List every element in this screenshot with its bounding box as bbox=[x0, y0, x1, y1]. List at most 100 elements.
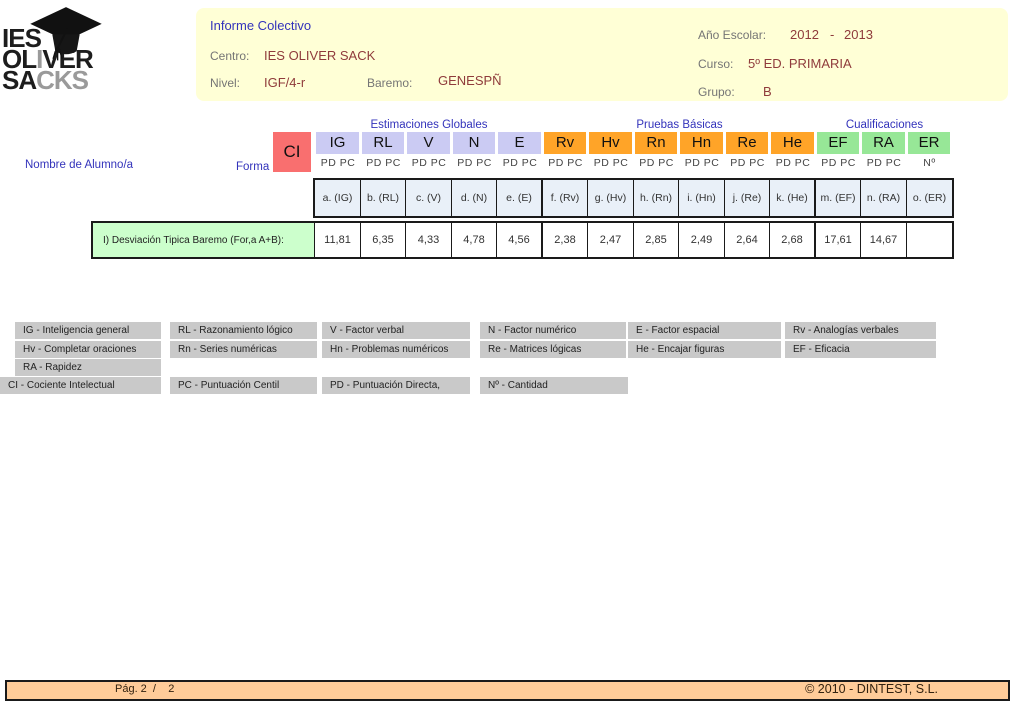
legend-item: RA - Rapidez bbox=[15, 359, 161, 376]
centro-label: Centro: bbox=[210, 49, 250, 63]
group-label-estimaciones: Estimaciones Globales bbox=[370, 119, 488, 131]
report-title: Informe Colectivo bbox=[210, 18, 312, 33]
subheader-cell: h. (Rn) bbox=[634, 180, 679, 216]
legend-item: Rv - Analogías verbales bbox=[785, 322, 936, 339]
legend-item: EF - Eficacia bbox=[785, 341, 936, 358]
school-logo-text: IES OLIVER SACKS bbox=[2, 25, 94, 95]
score-type-label: PD PC bbox=[730, 157, 765, 169]
curso-label: Curso: bbox=[698, 57, 734, 71]
legend-item: RL - Razonamiento lógico bbox=[170, 322, 317, 339]
value-cell-v: 4,33 bbox=[406, 223, 452, 257]
score-type-label: PD PC bbox=[457, 157, 492, 169]
column-header-rl: RL bbox=[362, 132, 404, 154]
subheader-cell: a. (IG) bbox=[315, 180, 361, 216]
score-type-label: PD PC bbox=[411, 157, 447, 169]
value-cell-rv: 2,38 bbox=[543, 223, 588, 257]
graduation-cap-icon bbox=[30, 7, 102, 61]
column-header-ig: IG bbox=[316, 132, 359, 154]
legend-item: IG - Inteligencia general bbox=[15, 322, 161, 339]
score-type-label: PD PC bbox=[639, 157, 674, 169]
legend-item: E - Factor espacial bbox=[628, 322, 781, 339]
legend-item: Hv - Completar oraciones bbox=[15, 341, 161, 358]
value-cell-re: 2,64 bbox=[725, 223, 770, 257]
subheader-cell: f. (Rv) bbox=[543, 180, 588, 216]
group-label-pruebas: Pruebas Básicas bbox=[636, 119, 723, 131]
value-cell-n: 4,78 bbox=[452, 223, 497, 257]
score-type-label: PD PC bbox=[775, 157, 811, 169]
nivel-label: Nivel: bbox=[210, 76, 241, 90]
subheader-cell: i. (Hn) bbox=[679, 180, 725, 216]
school-logo: IES OLIVER SACKS bbox=[2, 7, 122, 110]
score-type-label: Nº bbox=[923, 157, 936, 169]
grupo-label: Grupo: bbox=[698, 85, 735, 99]
column-header-hv: Hv bbox=[589, 132, 632, 154]
score-type-label: PD PC bbox=[548, 157, 583, 169]
subheader-cell: o. (ER) bbox=[907, 180, 952, 216]
footer-bar: Pág. 2 / 2 © 2010 - DINTEST, S.L. bbox=[5, 680, 1010, 701]
subheader-cell: e. (E) bbox=[497, 180, 543, 216]
column-header-rn: Rn bbox=[635, 132, 677, 154]
value-cell-hn: 2,49 bbox=[679, 223, 725, 257]
subheader-cell: j. (Re) bbox=[725, 180, 770, 216]
column-header-v: V bbox=[407, 132, 450, 154]
column-subheader-row: a. (IG) b. (RL) c. (V) d. (N) e. (E) f. (Rv) g… bbox=[313, 178, 954, 218]
curso-value: 5º ED. PRIMARIA bbox=[748, 56, 852, 71]
anio-escolar-label: Año Escolar: bbox=[698, 28, 767, 42]
legend-item: Rn - Series numéricas bbox=[170, 341, 317, 358]
legend-item: Hn - Problemas numéricos bbox=[322, 341, 470, 358]
score-type-label: PD PC bbox=[684, 157, 720, 169]
anio-from-value: 2012 bbox=[790, 27, 819, 42]
legend-item: N - Factor numérico bbox=[480, 322, 626, 339]
row-label-desviacion: I) Desviación Tipica Baremo (For,a A+B): bbox=[93, 223, 315, 257]
logo-line-3: SACKS bbox=[2, 65, 89, 95]
value-cell-rn: 2,85 bbox=[634, 223, 679, 257]
subheader-cell: d. (N) bbox=[452, 180, 497, 216]
student-name-column-header: Nombre de Alumno/a bbox=[25, 159, 134, 171]
score-type-label: PD PC bbox=[866, 157, 902, 169]
subheader-cell: k. (He) bbox=[770, 180, 816, 216]
forma-column-header: Forma bbox=[236, 161, 270, 173]
value-cell-hv: 2,47 bbox=[588, 223, 634, 257]
column-header-er: ER bbox=[908, 132, 950, 154]
value-cell-e: 4,56 bbox=[497, 223, 543, 257]
value-cell-er bbox=[907, 223, 952, 257]
score-type-label: PD PC bbox=[502, 157, 538, 169]
column-header-e: E bbox=[498, 132, 541, 154]
subheader-cell: m. (EF) bbox=[816, 180, 861, 216]
value-cell-he: 2,68 bbox=[770, 223, 816, 257]
value-cell-rl: 6,35 bbox=[361, 223, 406, 257]
column-header-rv: Rv bbox=[544, 132, 586, 154]
legend-item: Re - Matrices lógicas bbox=[480, 341, 626, 358]
column-header-re: Re bbox=[726, 132, 768, 154]
legend-item: PC - Puntuación Centil bbox=[170, 377, 317, 394]
subheader-cell: c. (V) bbox=[406, 180, 452, 216]
column-header-n: N bbox=[453, 132, 495, 154]
subheader-cell: b. (RL) bbox=[361, 180, 406, 216]
score-type-label: PD PC bbox=[821, 157, 856, 169]
value-cell-ra: 14,67 bbox=[861, 223, 907, 257]
column-header-he: He bbox=[771, 132, 814, 154]
value-cell-ig: 11,81 bbox=[315, 223, 361, 257]
subheader-cell: g. (Hv) bbox=[588, 180, 634, 216]
score-type-label: PD PC bbox=[366, 157, 401, 169]
page-number: Pág. 2 / 2 bbox=[115, 683, 175, 695]
subheader-cell: n. (RA) bbox=[861, 180, 907, 216]
legend-item: PD - Puntuación Directa, bbox=[322, 377, 470, 394]
column-header-ra: RA bbox=[862, 132, 905, 154]
group-label-cualificaciones: Cualificaciones bbox=[845, 119, 924, 131]
copyright-text: © 2010 - DINTEST, S.L. bbox=[805, 682, 938, 696]
score-type-label: PD PC bbox=[593, 157, 629, 169]
anio-separator: - bbox=[830, 27, 835, 42]
logo-line-1: IES bbox=[2, 23, 42, 53]
value-cell-ef: 17,61 bbox=[816, 223, 861, 257]
centro-value: IES OLIVER SACK bbox=[264, 48, 376, 63]
deviation-data-row: I) Desviación Tipica Baremo (For,a A+B):… bbox=[91, 221, 954, 259]
column-header-ef: EF bbox=[817, 132, 859, 154]
legend-item: He - Encajar figuras bbox=[628, 341, 781, 358]
anio-to-value: 2013 bbox=[844, 27, 873, 42]
nivel-value: IGF/4-r bbox=[264, 75, 306, 90]
legend-item: V - Factor verbal bbox=[322, 322, 470, 339]
column-header-ci: CI bbox=[273, 132, 311, 172]
column-header-hn: Hn bbox=[680, 132, 723, 154]
